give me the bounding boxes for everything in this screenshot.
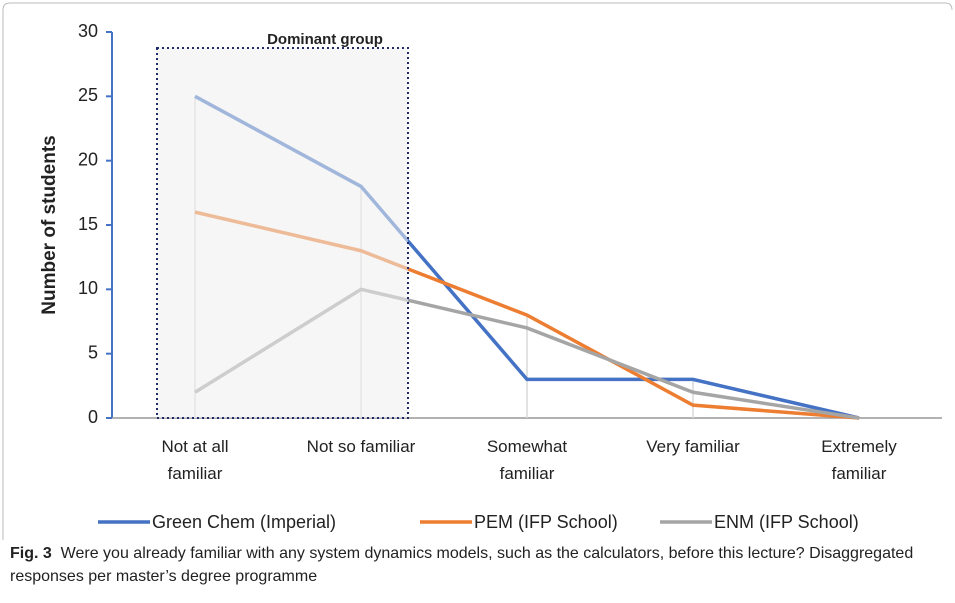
legend-label: Green Chem (Imperial) (152, 512, 336, 532)
annotation: Dominant group (267, 31, 383, 48)
legend-label: PEM (IFP School) (474, 512, 618, 532)
y-tick-label: 10 (78, 278, 98, 298)
x-tick-label: Very familiar (646, 437, 740, 456)
y-tick-label: 0 (88, 407, 98, 427)
highlight-box (156, 47, 409, 419)
caption-text: Were you already familiar with any syste… (10, 545, 914, 585)
caption-label: Fig. 3 (10, 545, 52, 562)
y-tick-label: 20 (78, 149, 98, 169)
y-tick-label: 25 (78, 85, 98, 105)
chart: Number of students Dominant group 0 5 10 15… (2, 2, 953, 540)
x-tick-label: Somewhat familiar (487, 437, 568, 483)
x-tick-label: Extremely familiar (821, 437, 897, 483)
x-tick-label: Not at all familiar (161, 437, 228, 483)
caption: Fig. 3 Were you already familiar with an… (10, 542, 920, 588)
legend-label: ENM (IFP School) (714, 512, 859, 532)
y-tick-label: 30 (78, 21, 98, 41)
y-tick-label: 5 (88, 342, 98, 362)
frame (2, 2, 953, 540)
y-axis-label: Number of students (39, 135, 60, 314)
y-tick-label: 15 (78, 214, 98, 234)
x-tick-label: Not so familiar (307, 437, 416, 456)
